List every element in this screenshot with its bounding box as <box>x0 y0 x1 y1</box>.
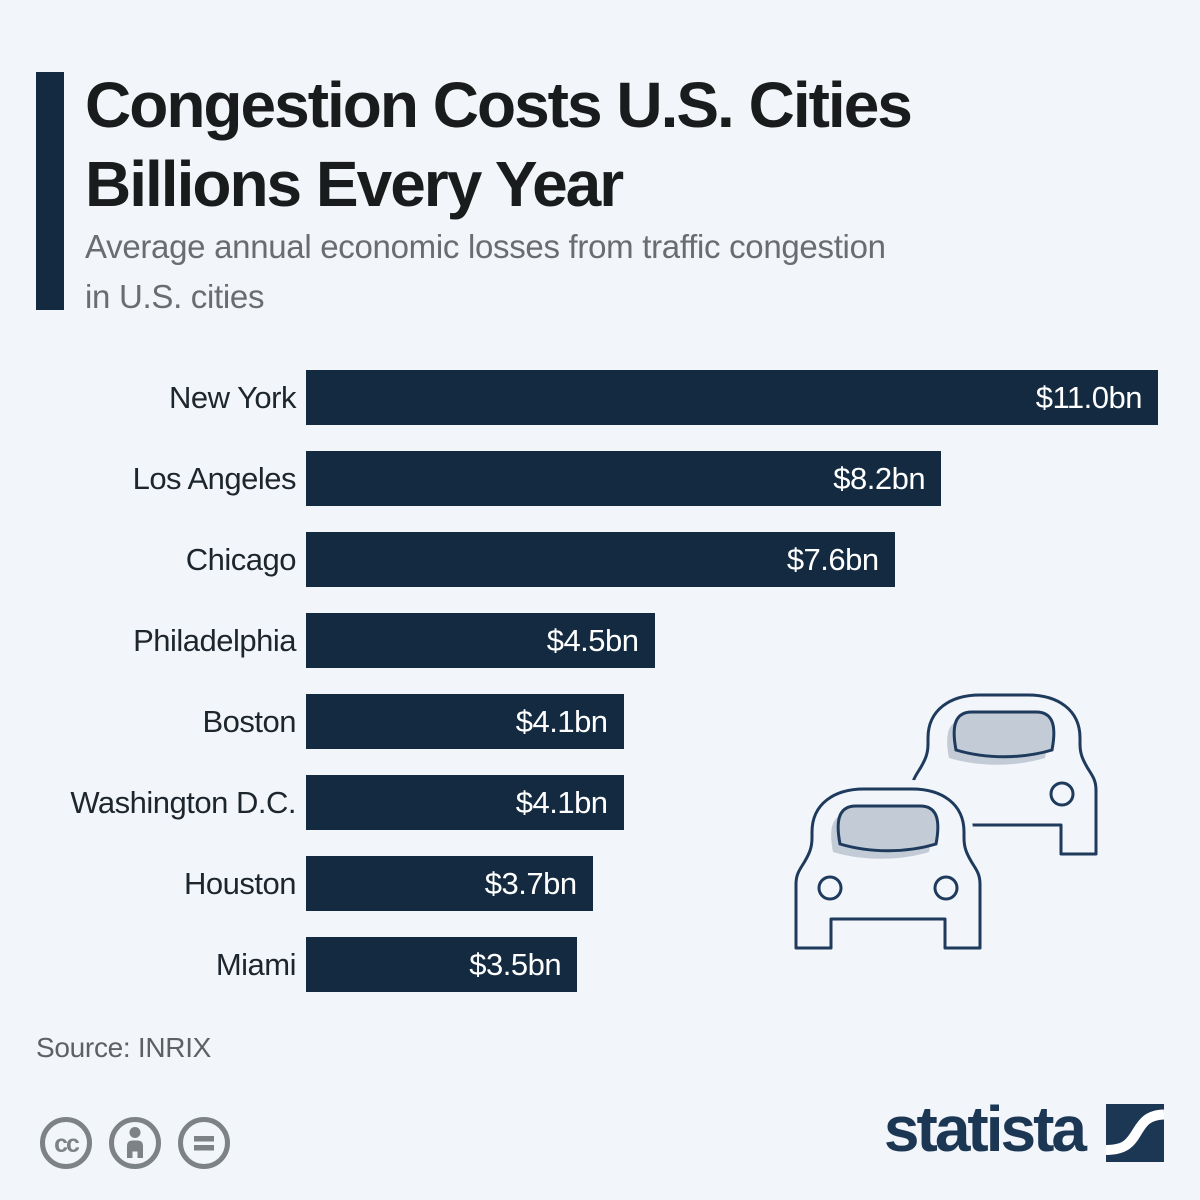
bar-track: $11.0bn <box>306 370 1158 425</box>
bar-row: Washington D.C. $4.1bn <box>36 762 1158 843</box>
title-accent-bar <box>36 72 64 310</box>
bar: $7.6bn <box>306 532 895 587</box>
subtitle-line-2: in U.S. cities <box>85 278 265 315</box>
category-label: New York <box>169 379 296 415</box>
page-subtitle: Average annual economic losses from traf… <box>85 222 886 322</box>
value-label: $11.0bn <box>1035 379 1143 415</box>
source-note: Source: INRIX <box>36 1032 212 1063</box>
bar: $8.2bn <box>306 451 942 506</box>
value-label: $7.6bn <box>786 541 879 577</box>
bar-row: Boston $4.1bn <box>36 681 1158 762</box>
bar-row: Houston $3.7bn <box>36 843 1158 924</box>
bar: $11.0bn <box>306 370 1158 425</box>
statista-swoosh-icon <box>1105 1104 1165 1167</box>
bar-track: $3.7bn <box>306 856 1158 911</box>
bar-row: Miami $3.5bn <box>36 924 1158 1005</box>
category-label: Chicago <box>185 541 297 577</box>
bar-track: $4.1bn <box>306 775 1158 830</box>
bar: $4.1bn <box>306 694 624 749</box>
bar-track: $4.1bn <box>306 694 1158 749</box>
subtitle-line-1: Average annual economic losses from traf… <box>85 228 886 265</box>
bar-row: New York $11.0bn <box>36 357 1158 438</box>
value-label: $8.2bn <box>833 460 926 496</box>
bar-row: Philadelphia $4.5bn <box>36 600 1158 681</box>
bar: $3.5bn <box>306 937 578 992</box>
value-label: $3.5bn <box>469 946 562 982</box>
title-line-2: Billions Every Year <box>85 148 624 220</box>
value-label: $4.1bn <box>515 784 608 820</box>
category-label: Miami <box>215 946 297 982</box>
category-label: Philadelphia <box>133 622 296 658</box>
statista-logo[interactable]: statista <box>883 1093 1165 1167</box>
bar-row: Chicago $7.6bn <box>36 519 1158 600</box>
value-label: $4.1bn <box>515 703 608 739</box>
license-icons: cc <box>38 1115 232 1171</box>
svg-text:cc: cc <box>54 1130 80 1158</box>
title-line-1: Congestion Costs U.S. Cities <box>85 69 913 141</box>
bar: $4.1bn <box>306 775 624 830</box>
statista-wordmark: statista <box>883 1093 1087 1165</box>
bar-track: $4.5bn <box>306 613 1158 668</box>
bar: $3.7bn <box>306 856 593 911</box>
bar-track: $7.6bn <box>306 532 1158 587</box>
category-label: Washington D.C. <box>70 784 296 820</box>
cc-by-icon[interactable] <box>107 1115 163 1171</box>
bar: $4.5bn <box>306 613 655 668</box>
bar-track: $3.5bn <box>306 937 1158 992</box>
category-label: Los Angeles <box>132 460 297 496</box>
bar-chart: New York $11.0bn Los Angeles $8.2bn Chicago $… <box>36 357 1158 1005</box>
bar-row: Los Angeles $8.2bn <box>36 438 1158 519</box>
cc-icon[interactable]: cc <box>38 1115 94 1171</box>
category-label: Boston <box>202 703 296 739</box>
cars-icon <box>787 693 1098 957</box>
cc-nd-icon[interactable] <box>176 1115 232 1171</box>
value-label: $4.5bn <box>546 622 639 658</box>
category-label: Houston <box>184 865 296 901</box>
value-label: $3.7bn <box>484 865 577 901</box>
bar-track: $8.2bn <box>306 451 1158 506</box>
page-title: Congestion Costs U.S. Cities Billions Ev… <box>85 66 913 224</box>
traffic-cars-illustration <box>782 676 1118 981</box>
